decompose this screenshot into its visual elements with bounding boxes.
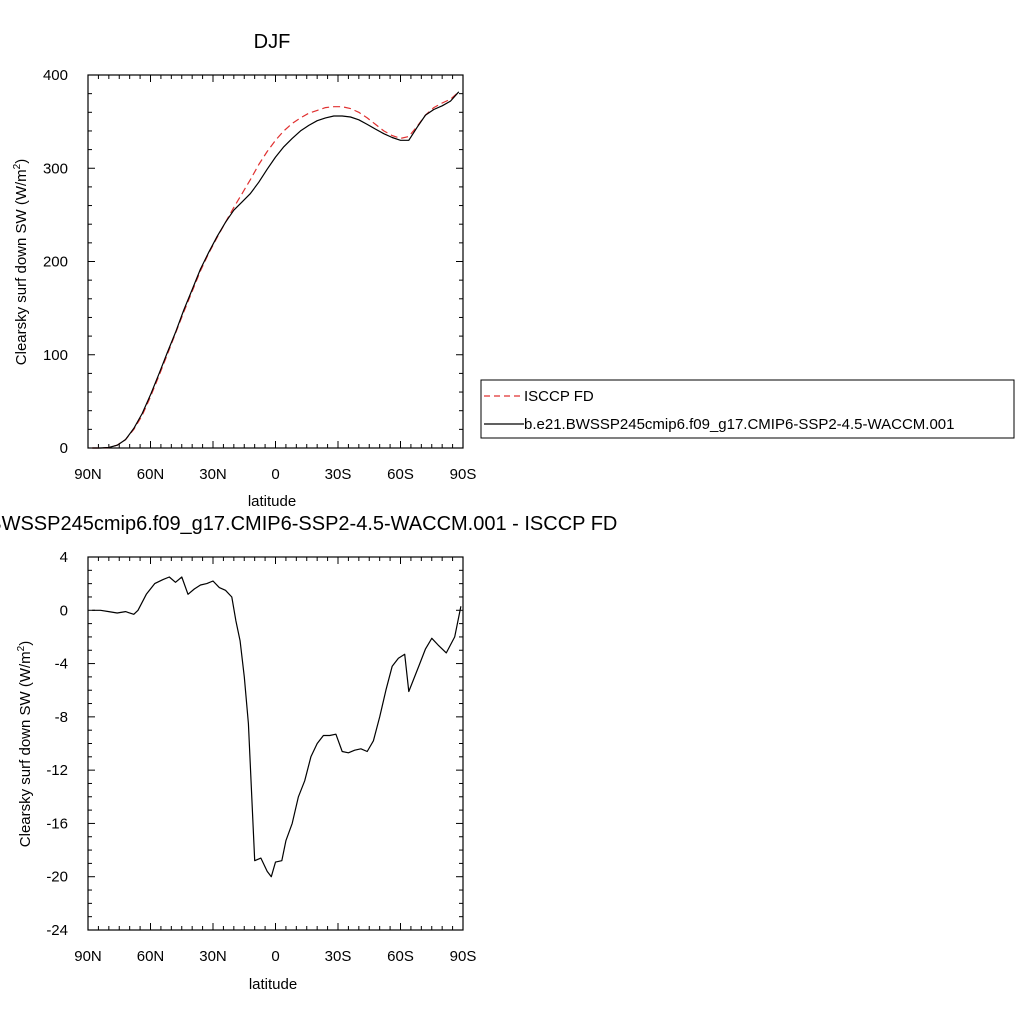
bottom-x-tick-label: 0 — [271, 948, 279, 965]
top-y-tick-label: 200 — [43, 254, 68, 271]
bottom-series-line-0 — [92, 576, 462, 878]
bottom-plot-frame — [87, 556, 464, 931]
bottom-x-tick-label: 90S — [450, 948, 477, 965]
top-series-line-1 — [92, 91, 460, 449]
top-y-tick-label: 300 — [43, 160, 68, 177]
bottom-y-tick-label: -24 — [46, 922, 68, 939]
bottom-chart-title: b.e21.BWSSP245cmip6.f09_g17.CMIP6-SSP2-4… — [0, 513, 617, 535]
top-y-tick-label: 400 — [43, 67, 68, 84]
top-y-axis-label: Clearsky surf down SW (W/m2) — [12, 159, 30, 365]
top-x-tick-label: 0 — [271, 466, 279, 483]
bottom-x-tick-label: 30N — [199, 948, 227, 965]
top-x-tick-label: 60S — [387, 466, 414, 483]
bottom-x-axis-label: latitude — [249, 976, 297, 993]
bottom-y-tick-label: 0 — [60, 602, 68, 619]
top-chart-panel: DJF 90N 60N 30N 0 30S 60S 90S 0 100 200 300 400 lat… — [12, 31, 476, 510]
top-x-tick-label: 90S — [450, 466, 477, 483]
bottom-y-tick-label: -16 — [46, 815, 68, 832]
top-y-tick-label: 0 — [60, 440, 68, 457]
bottom-chart-series — [92, 576, 462, 878]
bottom-y-axis-label-main: Clearsky surf down SW (W/m — [17, 651, 34, 847]
bottom-y-tick-label: 4 — [60, 549, 68, 566]
bottom-y-axis-label-close: ) — [17, 641, 34, 646]
top-x-tick-label: 30N — [199, 466, 227, 483]
top-series-line-0 — [92, 91, 460, 449]
bottom-y-axis-label: Clearsky surf down SW (W/m2) — [16, 641, 34, 847]
top-chart-title: DJF — [254, 31, 291, 53]
top-chart-axes: 90N 60N 30N 0 30S 60S 90S 0 100 200 300 400 — [43, 67, 476, 483]
top-x-tick-label: 30S — [325, 466, 352, 483]
bottom-y-tick-label: -12 — [46, 762, 68, 779]
top-x-tick-label: 60N — [137, 466, 165, 483]
bottom-x-tick-label: 30S — [325, 948, 352, 965]
bottom-chart-axes: 90N 60N 30N 0 30S 60S 90S 4 0 -4 -8 -12 -16 -20 -24 — [46, 549, 476, 965]
legend-label-model: b.e21.BWSSP245cmip6.f09_g17.CMIP6-SSP2-4… — [524, 416, 954, 433]
top-y-axis-label-main: Clearsky surf down SW (W/m — [13, 169, 30, 365]
top-y-axis-label-superscript: 2 — [12, 163, 23, 169]
bottom-y-tick-label: -20 — [46, 869, 68, 886]
bottom-y-axis-label-superscript: 2 — [16, 645, 27, 651]
top-y-axis-label-close: ) — [13, 159, 30, 164]
top-y-tick-label: 100 — [43, 347, 68, 364]
bottom-chart-panel: b.e21.BWSSP245cmip6.f09_g17.CMIP6-SSP2-4… — [0, 513, 617, 993]
legend-label-isccp: ISCCP FD — [524, 388, 594, 405]
bottom-y-tick-label: -4 — [55, 656, 68, 673]
top-x-axis-label: latitude — [248, 493, 296, 510]
chart-legend: ISCCP FD b.e21.BWSSP245cmip6.f09_g17.CMI… — [480, 379, 1015, 439]
legend-box — [480, 379, 1015, 439]
bottom-x-tick-label: 90N — [74, 948, 102, 965]
bottom-x-tick-label: 60N — [137, 948, 165, 965]
top-x-tick-label: 90N — [74, 466, 102, 483]
top-plot-frame — [87, 74, 464, 449]
bottom-y-tick-label: -8 — [55, 709, 68, 726]
top-chart-series — [92, 91, 460, 449]
bottom-x-tick-label: 60S — [387, 948, 414, 965]
